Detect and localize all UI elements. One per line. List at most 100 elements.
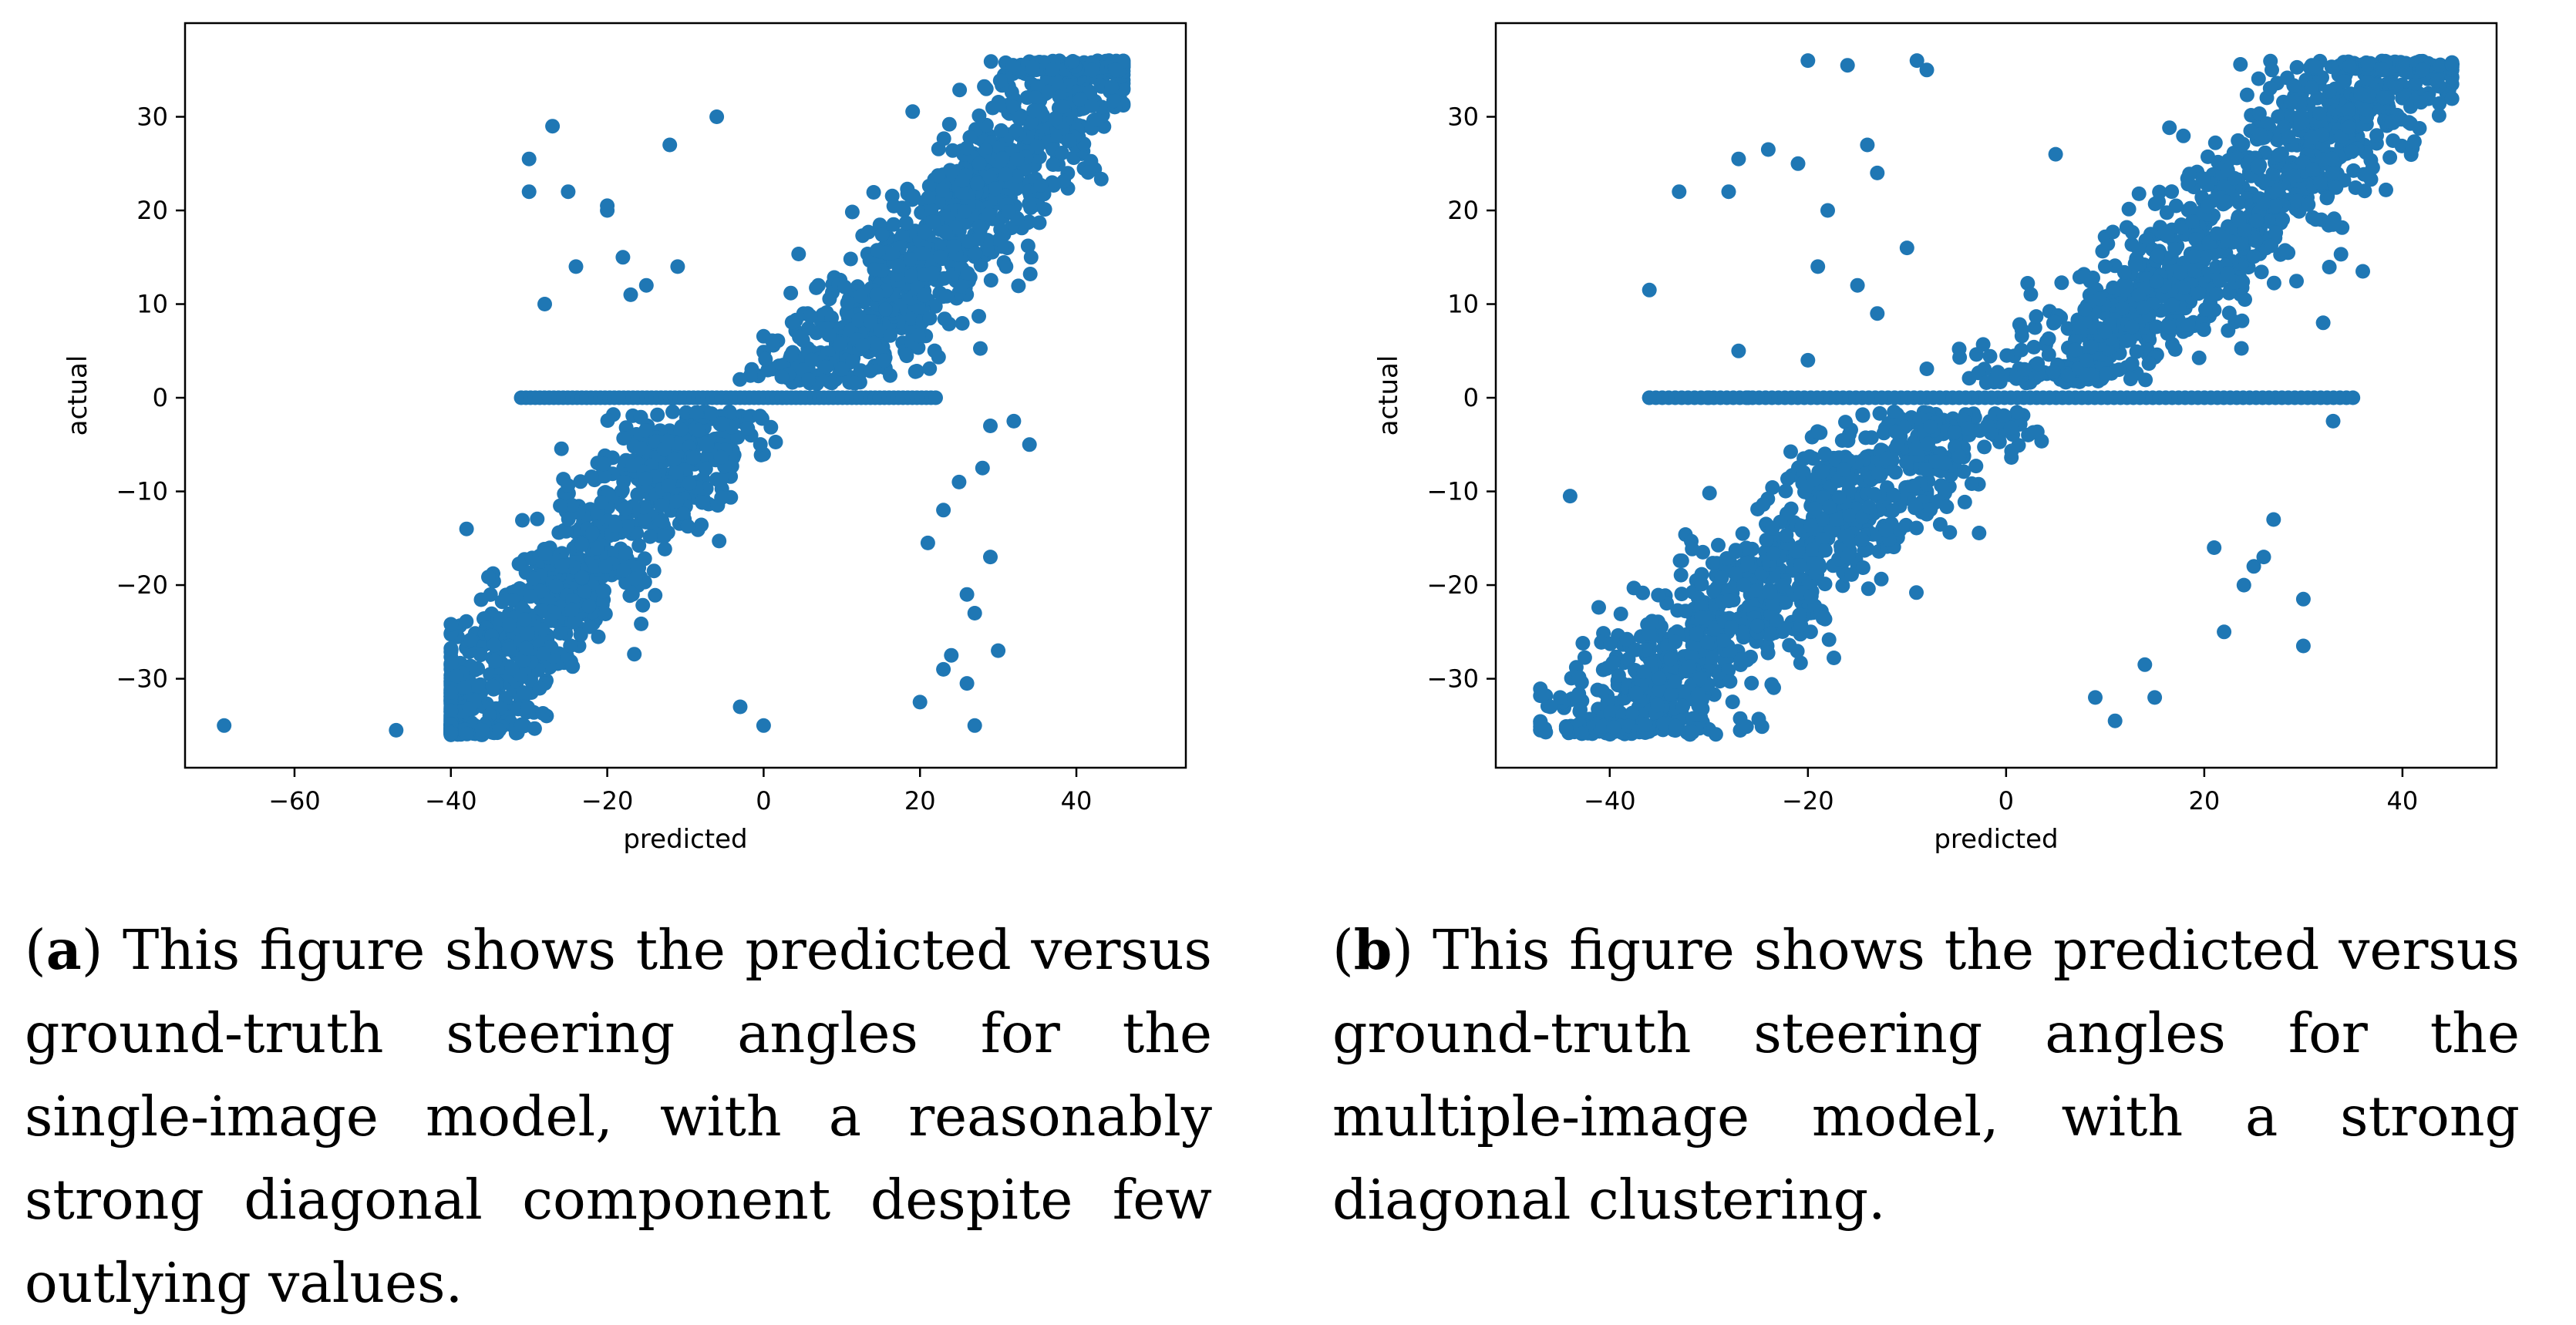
scatter-point [2365, 160, 2380, 175]
scatter-point [2071, 321, 2086, 335]
scatter-point [1840, 58, 1855, 73]
scatter-point [545, 119, 561, 134]
scatter-point [554, 441, 569, 456]
scatter-point [821, 328, 837, 343]
scatter-point [2097, 259, 2113, 274]
y-tick-label: −20 [116, 570, 168, 600]
scatter-point [903, 252, 918, 267]
scatter-point [2121, 201, 2137, 217]
scatter-point [2413, 95, 2429, 110]
scatter-point [863, 363, 878, 378]
scatter-point [2182, 166, 2197, 182]
scatter-point [1674, 587, 1689, 602]
scatter-point [959, 140, 975, 156]
scatter-point [597, 469, 612, 484]
scatter-point [680, 519, 695, 534]
scatter-point [2136, 300, 2151, 315]
scatter-point [955, 316, 970, 331]
scatter-point [527, 721, 542, 736]
scatter-point [2009, 405, 2025, 420]
scatter-point [2268, 199, 2283, 214]
scatter-point [1711, 537, 1726, 553]
scatter-point [1783, 444, 1798, 459]
scatter-point [994, 123, 1009, 138]
scatter-point [1663, 651, 1679, 667]
scatter-point [804, 352, 820, 368]
y-tick-label: 0 [153, 383, 168, 412]
scatter-point [514, 600, 530, 616]
scatter-point [2295, 591, 2311, 607]
scatter-point [2251, 106, 2267, 121]
scatter-point [1872, 405, 1887, 421]
scatter-point [2281, 129, 2296, 144]
scatter-point [1025, 59, 1040, 75]
scatter-point [554, 558, 570, 573]
scatter-point [2325, 217, 2341, 232]
scatter-point [2160, 228, 2175, 244]
scatter-point [938, 224, 953, 240]
scatter-point [2353, 86, 2369, 102]
scatter-point [1765, 596, 1780, 611]
scatter-point [952, 82, 968, 98]
scatter-point [1049, 74, 1064, 89]
scatter-point [1810, 259, 1826, 274]
scatter-point [1739, 719, 1754, 735]
scatter-point [666, 451, 682, 466]
scatter-point [983, 550, 998, 565]
scatter-point [1651, 587, 1666, 603]
scatter-point [1674, 553, 1689, 568]
scatter-point [1840, 550, 1856, 565]
scatter-point [2017, 362, 2032, 377]
scatter-point [2183, 200, 2198, 216]
scatter-point [2295, 638, 2311, 654]
scatter-point [993, 232, 1009, 247]
scatter-point [1951, 449, 1967, 464]
caption-b-text: This figure shows the predicted versus g… [1332, 918, 2520, 1232]
scatter-point [1834, 433, 1850, 448]
y-tick-label: −30 [116, 664, 168, 694]
scatter-point [2234, 313, 2250, 328]
scatter-point [1830, 473, 1846, 489]
scatter-point [922, 361, 938, 376]
caption-b-open: ( [1332, 918, 1354, 982]
scatter-point [2286, 78, 2302, 93]
scatter-point [2295, 154, 2311, 170]
scatter-point [1756, 497, 1771, 512]
scatter-point [487, 654, 503, 669]
scatter-point [2164, 184, 2180, 200]
scatter-point [1562, 489, 1578, 504]
scatter-point [1625, 705, 1640, 721]
scatter-point [1022, 267, 1038, 281]
chart-b-svg: −40 −20 0 20 40 −30 −20 −10 0 10 20 30 predicted actu… [1373, 22, 2498, 855]
scatter-point [937, 311, 952, 327]
scatter-point [981, 207, 996, 222]
scatter-point [753, 409, 768, 424]
scatter-point [2131, 242, 2147, 257]
scatter-point [568, 259, 584, 274]
scatter-point [2325, 151, 2340, 166]
scatter-point [598, 559, 614, 574]
scatter-point [517, 612, 532, 627]
scatter-point [946, 239, 961, 254]
scatter-point [2433, 57, 2448, 72]
scatter-point [1888, 424, 1904, 439]
x-tick-label: −60 [268, 786, 321, 816]
scatter-point [1740, 555, 1755, 570]
scatter-point [1805, 542, 1820, 557]
scatter-point [1721, 663, 1736, 678]
y-tick-label: −10 [1426, 477, 1479, 506]
scatter-point [740, 421, 756, 436]
scatter-point [389, 722, 404, 738]
scatter-point [1766, 569, 1781, 583]
scatter-point [1827, 651, 1841, 665]
scatter-point [561, 478, 576, 493]
scatter-point [753, 437, 768, 452]
scatter-point [1001, 204, 1016, 220]
scatter-point [967, 606, 982, 620]
scatter-point [1716, 633, 1732, 647]
scatter-point [1769, 613, 1784, 628]
scatter-point [2233, 57, 2248, 72]
scatter-point [1054, 146, 1069, 160]
scatter-point [2141, 356, 2157, 372]
scatter-point [1899, 240, 1914, 256]
